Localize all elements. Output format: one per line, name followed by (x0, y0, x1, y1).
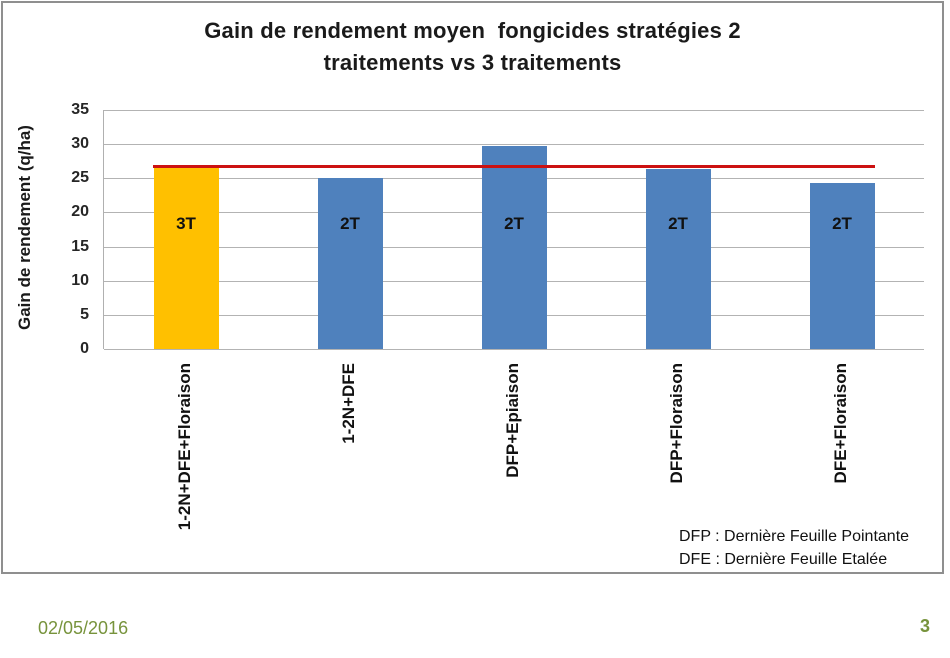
bars-layer: 3T 2T 2T 2T 2T (104, 110, 924, 349)
gridline (104, 144, 924, 146)
bar-1-2N+DFE (317, 178, 383, 349)
chart-frame: Gain de rendement moyen fongicides strat… (1, 1, 944, 574)
plot-area: 3T 2T 2T 2T 2T (103, 110, 924, 350)
chart-title-line2: traitements vs 3 traitements (323, 50, 622, 75)
bar-DFP+Floraison (645, 169, 711, 349)
reference-line (153, 165, 875, 169)
bar-value-label: 3T (176, 214, 196, 233)
chart-title-line1: Gain de rendement moyen fongicides strat… (204, 18, 741, 43)
bar-1-2N+DFE+Floraison (153, 168, 219, 349)
category-label: 1-2N+DFE+Floraison (175, 363, 194, 531)
y-tick-label: 15 (71, 237, 89, 255)
y-tick-label: 20 (71, 203, 89, 221)
bar-value-label: 2T (340, 214, 360, 233)
footer-page-number: 3 (919, 616, 930, 636)
gridline (104, 349, 924, 350)
chart-title: Gain de rendement moyen fongicides strat… (3, 15, 942, 79)
category-label: 1-2N+DFE (339, 363, 358, 444)
y-tick-label: 25 (71, 169, 89, 187)
category-label: DFP+Epiaison (503, 363, 522, 478)
bar-value-label: 2T (504, 214, 524, 233)
y-tick-label: 5 (80, 305, 89, 323)
bar-DFE+Floraison (809, 183, 875, 349)
y-tick-label: 35 (71, 101, 89, 118)
bar-DFP+Epiaison (481, 145, 547, 349)
bar-value-label: 2T (668, 214, 688, 233)
category-label: DFP+Floraison (667, 363, 686, 484)
category-label: DFE+Floraison (831, 363, 850, 484)
y-tick-label: 10 (71, 271, 89, 289)
note-line-dfe: DFE : Dernière Feuille Etalée (679, 551, 888, 568)
y-tick-label: 0 (80, 340, 89, 357)
abbreviation-note: DFP : Dernière Feuille Pointante DFE : D… (679, 525, 909, 571)
y-tick-label: 30 (71, 135, 89, 153)
gridline (104, 110, 924, 111)
y-axis-title: Gain de rendement (q/ha) (15, 125, 34, 331)
bar-value-label: 2T (832, 214, 852, 233)
footer-date: 02/05/2016 (38, 618, 129, 638)
note-line-dfp: DFP : Dernière Feuille Pointante (679, 528, 910, 545)
y-tick-labels: 0 5 10 15 20 25 30 35 (53, 101, 97, 357)
